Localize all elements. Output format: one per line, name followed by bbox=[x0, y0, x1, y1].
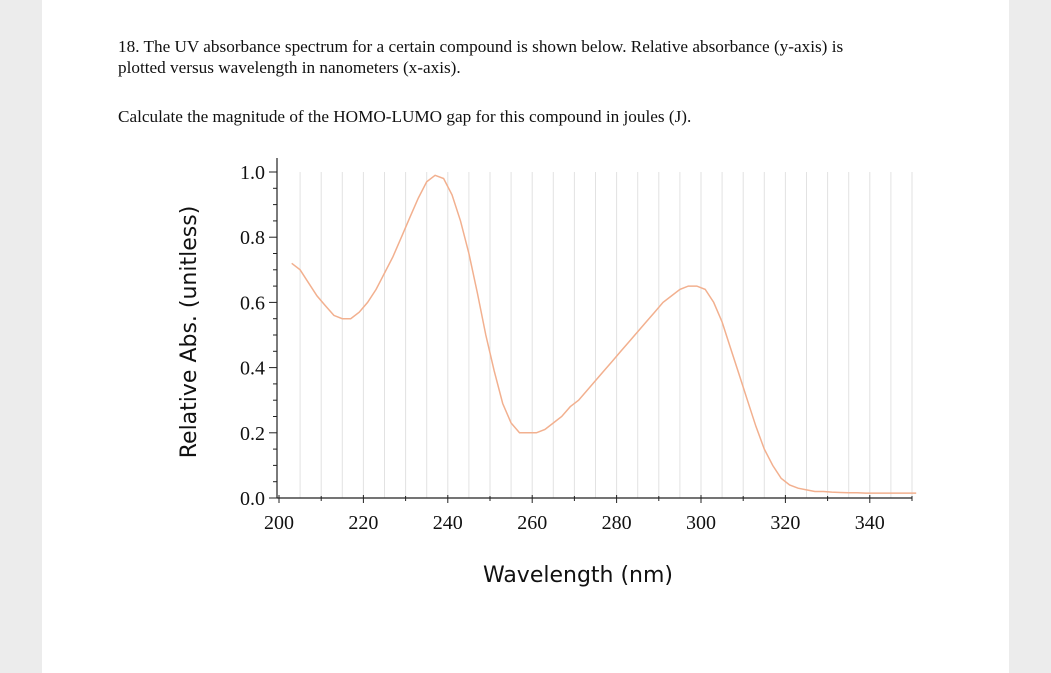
y-tick-label: 0.4 bbox=[240, 358, 265, 380]
axes bbox=[276, 158, 912, 499]
y-axis-title: Relative Abs. (unitless) bbox=[177, 206, 202, 459]
y-tick-label: 0.2 bbox=[240, 423, 265, 445]
x-tick-label: 320 bbox=[770, 512, 800, 534]
x-tick-label: 300 bbox=[686, 512, 716, 534]
question-text: 18. The UV absorbance spectrum for a cer… bbox=[118, 37, 844, 77]
y-tick-label: 0.0 bbox=[240, 488, 265, 510]
x-tick-label: 240 bbox=[433, 512, 463, 534]
question-prompt: Calculate the magnitude of the HOMO-LUMO… bbox=[118, 107, 692, 126]
x-tick-label: 260 bbox=[517, 512, 547, 534]
absorbance-curve bbox=[291, 174, 917, 494]
x-tick-label: 220 bbox=[348, 512, 378, 534]
y-tick-label: 0.8 bbox=[240, 227, 265, 249]
x-tick-label: 200 bbox=[264, 512, 294, 534]
document-page bbox=[42, 0, 1009, 673]
grid-lines bbox=[299, 172, 913, 498]
x-ticks: 200 220 240 260 280 300 320 340 bbox=[264, 495, 913, 534]
y-tick-label: 0.6 bbox=[240, 292, 265, 314]
y-tick-label: 1.0 bbox=[240, 162, 265, 184]
y-ticks: 0.0 0.2 0.4 0.6 0.8 1.0 bbox=[240, 162, 277, 510]
x-tick-label: 340 bbox=[855, 512, 885, 534]
x-axis-title: Wavelength (nm) bbox=[483, 563, 673, 588]
x-tick-label: 280 bbox=[602, 512, 632, 534]
